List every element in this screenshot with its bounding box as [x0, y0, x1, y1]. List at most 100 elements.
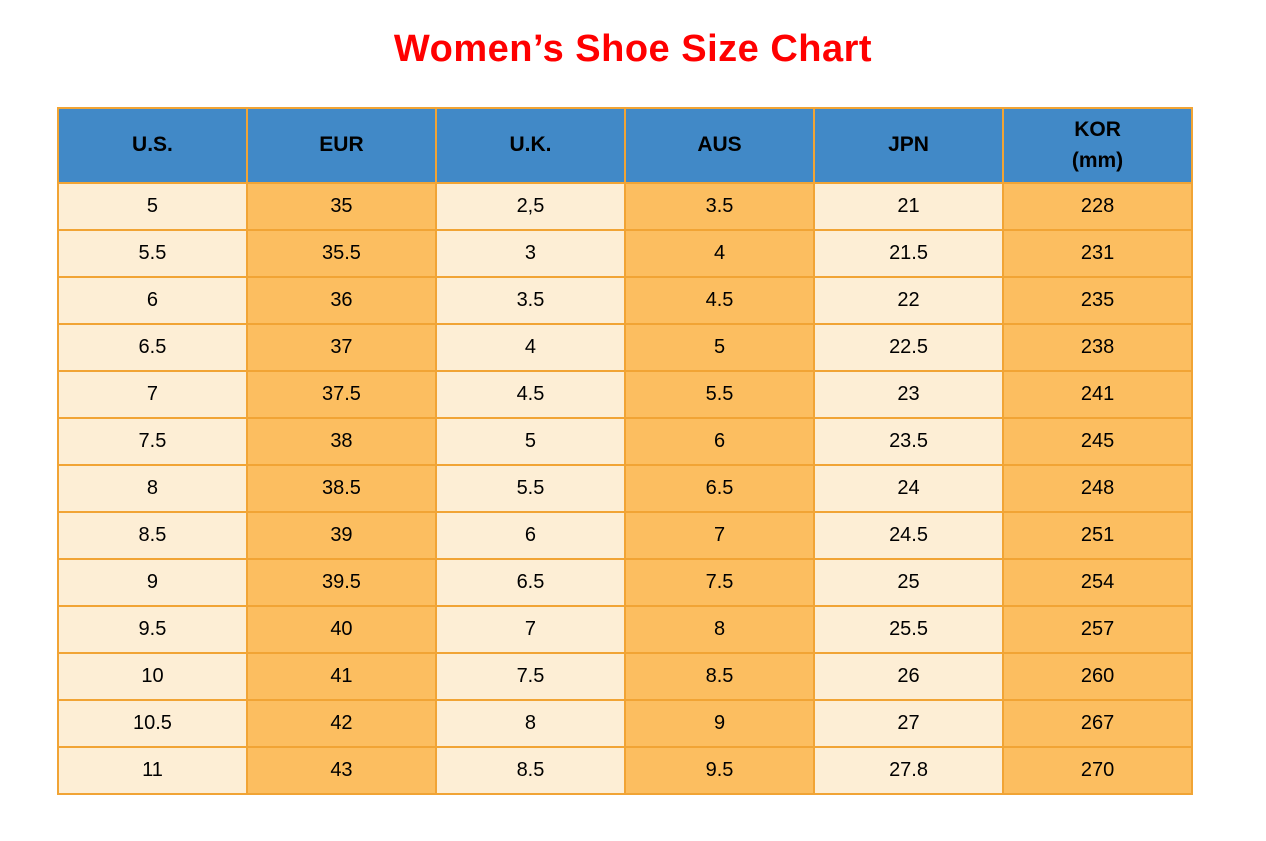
table-row: 10 41 7.5 8.5 26 260	[57, 652, 1193, 701]
table-cell: 38.5	[245, 464, 437, 513]
table-row: 10.5 42 8 9 27 267	[57, 699, 1193, 748]
table-cell: 35	[245, 182, 437, 231]
table-cell: 38	[245, 417, 437, 466]
table-cell: 25.5	[813, 605, 1005, 654]
table-cell: 3.5	[623, 182, 816, 231]
table-cell: 6	[623, 417, 816, 466]
table-cell: 4.5	[434, 370, 626, 419]
table-cell: 2,5	[434, 182, 626, 231]
table-cell: 251	[1002, 511, 1193, 560]
table-cell: 3	[434, 229, 626, 278]
table-cell: 10.5	[57, 699, 248, 748]
table-cell: 10	[57, 652, 248, 701]
column-header-jpn: JPN	[813, 107, 1005, 184]
table-row: 9.5 40 7 8 25.5 257	[57, 605, 1193, 654]
table-row: 8 38.5 5.5 6.5 24 248	[57, 464, 1193, 513]
table-cell: 6	[434, 511, 626, 560]
column-header-aus: AUS	[623, 107, 816, 184]
table-cell: 21	[813, 182, 1005, 231]
table-cell: 8.5	[623, 652, 816, 701]
table-cell: 6.5	[434, 558, 626, 607]
table-cell: 8.5	[57, 511, 248, 560]
table-row: 6 36 3.5 4.5 22 235	[57, 276, 1193, 325]
table-cell: 8	[57, 464, 248, 513]
table-cell: 8.5	[434, 746, 626, 795]
table-cell: 248	[1002, 464, 1193, 513]
table-cell: 8	[623, 605, 816, 654]
table-row: 9 39.5 6.5 7.5 25 254	[57, 558, 1193, 607]
table-cell: 4.5	[623, 276, 816, 325]
table-cell: 9	[623, 699, 816, 748]
table-cell: 24	[813, 464, 1005, 513]
table-cell: 40	[245, 605, 437, 654]
table-cell: 257	[1002, 605, 1193, 654]
header-label: EUR	[319, 133, 364, 157]
header-row: U.S. EUR U.K. AUS JPN KOR (mm)	[57, 107, 1193, 184]
table-cell: 11	[57, 746, 248, 795]
column-header-uk: U.K.	[434, 107, 626, 184]
table-row: 8.5 39 6 7 24.5 251	[57, 511, 1193, 560]
column-header-us: U.S.	[57, 107, 248, 184]
table-cell: 260	[1002, 652, 1193, 701]
table-cell: 9.5	[623, 746, 816, 795]
column-header-eur: EUR	[245, 107, 437, 184]
table-cell: 22.5	[813, 323, 1005, 372]
table-cell: 7.5	[623, 558, 816, 607]
table-cell: 8	[434, 699, 626, 748]
table-cell: 7.5	[434, 652, 626, 701]
header-label: KOR	[1074, 118, 1121, 142]
table-cell: 9	[57, 558, 248, 607]
column-header-kor: KOR (mm)	[1002, 107, 1193, 184]
header-label: JPN	[888, 133, 929, 157]
table-cell: 36	[245, 276, 437, 325]
table-cell: 5.5	[623, 370, 816, 419]
table-cell: 26	[813, 652, 1005, 701]
table-cell: 9.5	[57, 605, 248, 654]
page-title: Women’s Shoe Size Chart	[393, 28, 873, 70]
table-cell: 228	[1002, 182, 1193, 231]
table-cell: 37.5	[245, 370, 437, 419]
table-cell: 37	[245, 323, 437, 372]
table-cell: 24.5	[813, 511, 1005, 560]
table-cell: 235	[1002, 276, 1193, 325]
table-cell: 7.5	[57, 417, 248, 466]
table-cell: 41	[245, 652, 437, 701]
table-cell: 241	[1002, 370, 1193, 419]
table-cell: 5	[57, 182, 248, 231]
table-cell: 3.5	[434, 276, 626, 325]
table-cell: 238	[1002, 323, 1193, 372]
table-cell: 7	[623, 511, 816, 560]
table-cell: 22	[813, 276, 1005, 325]
table-cell: 254	[1002, 558, 1193, 607]
table-cell: 6.5	[623, 464, 816, 513]
table-row: 7 37.5 4.5 5.5 23 241	[57, 370, 1193, 419]
table-row: 6.5 37 4 5 22.5 238	[57, 323, 1193, 372]
table-header: U.S. EUR U.K. AUS JPN KOR (mm)	[57, 107, 1193, 184]
table-cell: 231	[1002, 229, 1193, 278]
table-cell: 7	[434, 605, 626, 654]
table-cell: 27	[813, 699, 1005, 748]
table-cell: 39.5	[245, 558, 437, 607]
table-row: 11 43 8.5 9.5 27.8 270	[57, 746, 1193, 795]
table-cell: 245	[1002, 417, 1193, 466]
table-cell: 4	[623, 229, 816, 278]
table-cell: 5.5	[434, 464, 626, 513]
table-cell: 27.8	[813, 746, 1005, 795]
table-cell: 21.5	[813, 229, 1005, 278]
table-cell: 35.5	[245, 229, 437, 278]
table-cell: 270	[1002, 746, 1193, 795]
size-chart-table: U.S. EUR U.K. AUS JPN KOR (mm) 5 35 2,5 3…	[57, 107, 1193, 795]
table-row: 7.5 38 5 6 23.5 245	[57, 417, 1193, 466]
table-cell: 39	[245, 511, 437, 560]
table-cell: 4	[434, 323, 626, 372]
table-cell: 5	[434, 417, 626, 466]
table-cell: 5	[623, 323, 816, 372]
table-body: 5 35 2,5 3.5 21 228 5.5 35.5 3 4 21.5 23…	[57, 182, 1193, 795]
header-label: AUS	[697, 133, 742, 157]
table-cell: 43	[245, 746, 437, 795]
header-sublabel: (mm)	[1071, 148, 1124, 172]
table-cell: 6.5	[57, 323, 248, 372]
table-cell: 5.5	[57, 229, 248, 278]
table-cell: 7	[57, 370, 248, 419]
table-cell: 6	[57, 276, 248, 325]
